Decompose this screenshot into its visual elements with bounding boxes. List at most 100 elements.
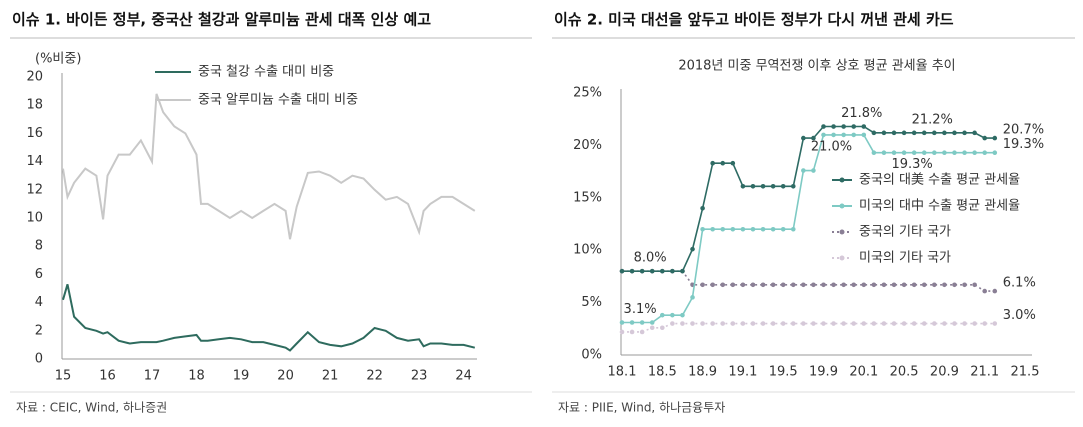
point [911, 282, 917, 288]
point [811, 135, 816, 141]
point [851, 124, 857, 129]
point [801, 321, 806, 326]
y-tick-label: 14 [26, 154, 43, 169]
point [680, 268, 685, 274]
x-tick-label: 20.9 [930, 365, 959, 380]
legend-marker [839, 229, 845, 235]
point [952, 130, 957, 136]
series-line [622, 270, 995, 292]
point [670, 321, 675, 326]
legend-label: 중국 알루미늄 수출 대미 비중 [198, 93, 358, 108]
x-tick-label: 22 [366, 369, 383, 384]
point [992, 135, 998, 141]
point [932, 321, 937, 326]
point [851, 321, 857, 326]
x-tick-label: 19.9 [809, 365, 838, 380]
series-line [62, 284, 476, 352]
point [921, 150, 927, 156]
point [901, 282, 907, 288]
point [740, 321, 746, 326]
point [619, 320, 625, 325]
point [629, 320, 635, 325]
x-tick-label: 16 [99, 369, 116, 384]
point [861, 321, 867, 326]
point [992, 321, 998, 326]
y-tick-label: 6 [35, 267, 43, 282]
y-tick-label: 4 [35, 295, 43, 310]
legend-marker [839, 255, 845, 261]
point [962, 150, 967, 156]
point [881, 150, 887, 156]
point [790, 183, 796, 189]
source: 자료 : CEIC, Wind, 하나증권 [16, 401, 167, 415]
point [871, 321, 877, 326]
x-tick-label: 18 [188, 369, 205, 384]
point [861, 132, 867, 138]
y-tick-label: 10 [26, 211, 43, 226]
point [801, 135, 806, 141]
x-tick-label: 15 [55, 369, 72, 384]
point [831, 124, 836, 129]
y-tick-label: 18 [26, 98, 43, 113]
point [680, 312, 685, 318]
point [861, 124, 867, 129]
point [760, 321, 766, 326]
point [720, 321, 726, 326]
point [901, 130, 907, 136]
point [921, 321, 927, 326]
point [952, 150, 957, 156]
point [730, 160, 736, 166]
value-label: 21.0% [811, 139, 852, 154]
legend-label: 미국의 기타 국가 [859, 251, 951, 266]
value-label: 21.8% [841, 106, 882, 121]
point [649, 320, 655, 325]
y-tick-label: 20 [26, 70, 43, 85]
point [619, 268, 625, 274]
y-tick-label: 8 [35, 239, 43, 254]
point [861, 282, 867, 288]
x-tick-label: 23 [411, 369, 428, 384]
point [670, 312, 675, 318]
point [891, 321, 897, 326]
point [740, 226, 746, 232]
point [881, 321, 887, 326]
point [901, 150, 907, 156]
x-tick-label: 21.1 [970, 365, 999, 380]
point [841, 124, 846, 129]
value-label: 3.0% [1003, 308, 1036, 323]
point [841, 132, 846, 138]
y-tick-label: 5% [581, 295, 602, 310]
y-tick-label: 2 [35, 323, 43, 338]
legend-label: 미국의 대中 수출 평균 관세율 [859, 199, 1020, 214]
point [700, 205, 705, 211]
point [932, 282, 937, 288]
point [649, 325, 655, 331]
point [831, 282, 836, 288]
point [790, 321, 796, 326]
value-label: 6.1% [1003, 276, 1036, 291]
point [811, 321, 816, 326]
point [690, 246, 695, 252]
point [801, 282, 806, 288]
x-tick-label: 19.1 [728, 365, 757, 380]
point [660, 268, 665, 274]
point [942, 321, 947, 326]
point [932, 150, 937, 156]
x-tick-label: 21 [322, 369, 339, 384]
chart-subtitle: 2018년 미중 무역전쟁 이후 상호 평균 관세율 추이 [678, 59, 955, 74]
legend-label: 중국의 기타 국가 [859, 225, 951, 240]
value-label: 8.0% [634, 251, 667, 266]
y-tick-label: 12 [26, 182, 43, 197]
source: 자료 : PIIE, Wind, 하나금융투자 [558, 401, 725, 415]
point [921, 282, 927, 288]
point [982, 288, 987, 294]
point [770, 282, 776, 288]
panel-title: 이슈 1. 바이든 정부, 중국산 철강과 알루미늄 관세 대폭 인상 예고 [12, 11, 431, 29]
point [972, 150, 977, 156]
point [972, 130, 977, 136]
point [690, 295, 695, 300]
point [710, 160, 715, 166]
y-tick-label: 25% [573, 86, 602, 101]
x-tick-label: 24 [455, 369, 472, 384]
